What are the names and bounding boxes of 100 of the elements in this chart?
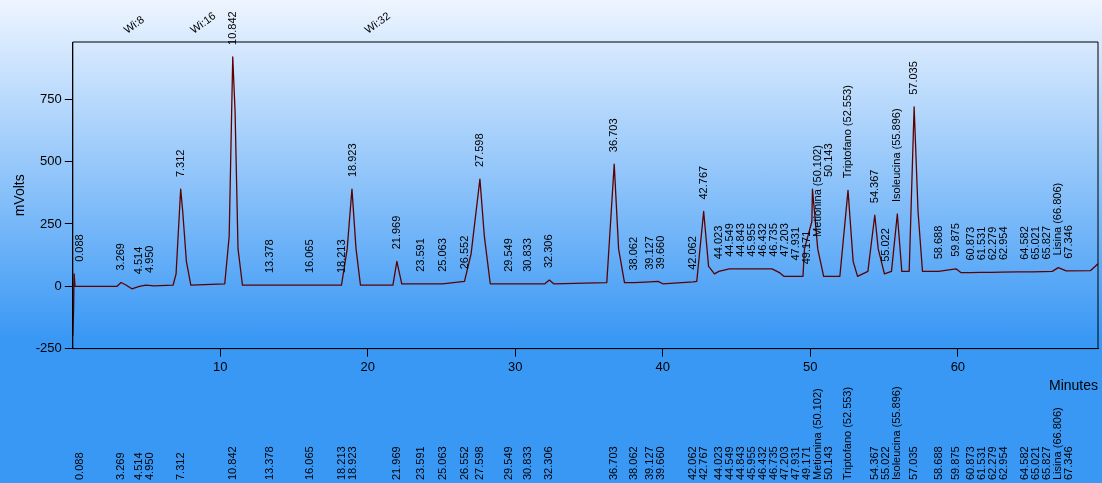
annotation: 25.063: [435, 238, 448, 272]
annotation: 0.088: [72, 234, 85, 262]
y-tick-label: 250: [40, 215, 62, 231]
text: 32.306: [542, 446, 555, 480]
text: 4.950: [143, 452, 156, 480]
annotation: 13.378: [263, 239, 276, 274]
text: 42.767: [697, 446, 710, 480]
text: 65.021: [1029, 446, 1042, 480]
annotation: 29.549: [501, 238, 514, 272]
annotation: 44.843: [733, 223, 746, 257]
text: 58.688: [931, 446, 944, 480]
text: 36.703: [607, 446, 620, 480]
text: 54.367: [867, 446, 880, 480]
text: 44.023: [711, 446, 724, 480]
annotation: 18.213: [334, 239, 347, 274]
text: 46.432: [755, 446, 768, 480]
y-tick-label: 750: [40, 90, 62, 106]
annotation: 58.688: [931, 225, 944, 260]
text: 29.549: [501, 446, 514, 480]
text: 46.735: [766, 446, 779, 480]
annotation: 4.514: [132, 246, 145, 275]
text: 23.591: [413, 446, 426, 480]
text: 39.660: [654, 446, 667, 480]
annotation: 38.062: [627, 236, 640, 271]
text: 18.923: [345, 446, 358, 480]
text: 25.063: [435, 446, 448, 480]
text: 65.827: [1040, 446, 1053, 480]
text: 38.062: [627, 446, 640, 480]
text: Lisina (66.806): [1051, 407, 1064, 480]
y-tick-label: 500: [40, 153, 62, 169]
annotation: 55.022: [878, 228, 891, 262]
x-tick-label: 20: [360, 358, 376, 374]
annotation: 32.306: [542, 234, 555, 269]
annotation: 27.598: [472, 133, 485, 168]
text: 0.088: [72, 452, 85, 480]
annotation: 23.591: [413, 238, 426, 272]
text: 21.969: [389, 446, 402, 480]
x-tick-label: 30: [508, 358, 523, 374]
text: 13.378: [263, 446, 276, 480]
annotation: 67.346: [1062, 225, 1075, 259]
text: 62.954: [996, 446, 1009, 480]
text: 60.873: [963, 446, 976, 480]
y-tick-label: -250: [35, 340, 62, 356]
annotation: 61.531: [974, 226, 987, 261]
text: 57.035: [907, 446, 920, 480]
text: 4.514: [132, 452, 145, 480]
text: Wi:8: [121, 12, 147, 36]
annotation: 65.827: [1040, 225, 1053, 260]
annotation: 64.582: [1018, 226, 1031, 260]
annotation: 54.367: [867, 169, 880, 204]
annotation: Lisina (66.806): [1051, 182, 1064, 256]
annotation: 46.432: [755, 223, 768, 257]
text: Isoleucina (55.896): [890, 386, 903, 480]
y-tick-label: 0: [54, 277, 62, 293]
text: 7.312: [173, 452, 186, 480]
annotation: 57.035: [907, 61, 920, 95]
annotation: 59.875: [949, 223, 962, 257]
annotation: 39.127: [643, 236, 656, 270]
text: 67.346: [1062, 446, 1075, 480]
annotation: 47.203: [777, 223, 790, 257]
text: 44.843: [733, 446, 746, 480]
text: 10.842: [225, 446, 238, 480]
x-axis-title: Minutes: [1048, 377, 1098, 394]
annotation: 42.767: [697, 165, 710, 200]
annotation: 65.021: [1029, 226, 1042, 260]
x-tick-label: 50: [803, 358, 818, 374]
text: 44.549: [722, 446, 735, 480]
x-tick-label: 40: [655, 358, 671, 374]
y-axis-title: mVolts: [11, 174, 28, 217]
annotation: 7.312: [173, 149, 186, 178]
text: 47.931: [788, 446, 801, 480]
text: 50.143: [821, 446, 834, 480]
text: 42.062: [686, 446, 699, 480]
annotation: 16.065: [302, 239, 315, 274]
annotation: 18.923: [345, 143, 358, 178]
annotation: 45.955: [744, 223, 757, 257]
annotation: 44.549: [722, 223, 735, 257]
annotation: 60.873: [963, 226, 976, 261]
text: 45.955: [744, 446, 757, 480]
annotation: 36.703: [607, 118, 620, 153]
text: 26.552: [457, 446, 470, 480]
annotation: 30.833: [520, 238, 533, 272]
text: 61.531: [974, 446, 987, 480]
text: 30.833: [520, 446, 533, 480]
annotation: 4.950: [143, 245, 156, 274]
text: 39.127: [643, 446, 656, 480]
x-tick-label: 60: [950, 358, 966, 374]
annotation: 47.931: [788, 226, 801, 261]
annotation: Metionina (50.102): [810, 145, 823, 237]
text: 49.171: [799, 446, 812, 480]
text: 18.213: [334, 446, 347, 480]
annotation: Isoleucina (55.896): [890, 108, 903, 202]
text: 3.269: [114, 452, 127, 480]
annotation: 42.062: [686, 236, 699, 270]
annotation: 46.735: [766, 223, 779, 257]
annotation: 49.171: [799, 230, 812, 265]
text: 27.598: [472, 446, 485, 480]
annotation: Triptofano (52.553): [841, 85, 854, 179]
text: 55.022: [878, 446, 891, 480]
x-tick-label: 10: [213, 358, 228, 374]
